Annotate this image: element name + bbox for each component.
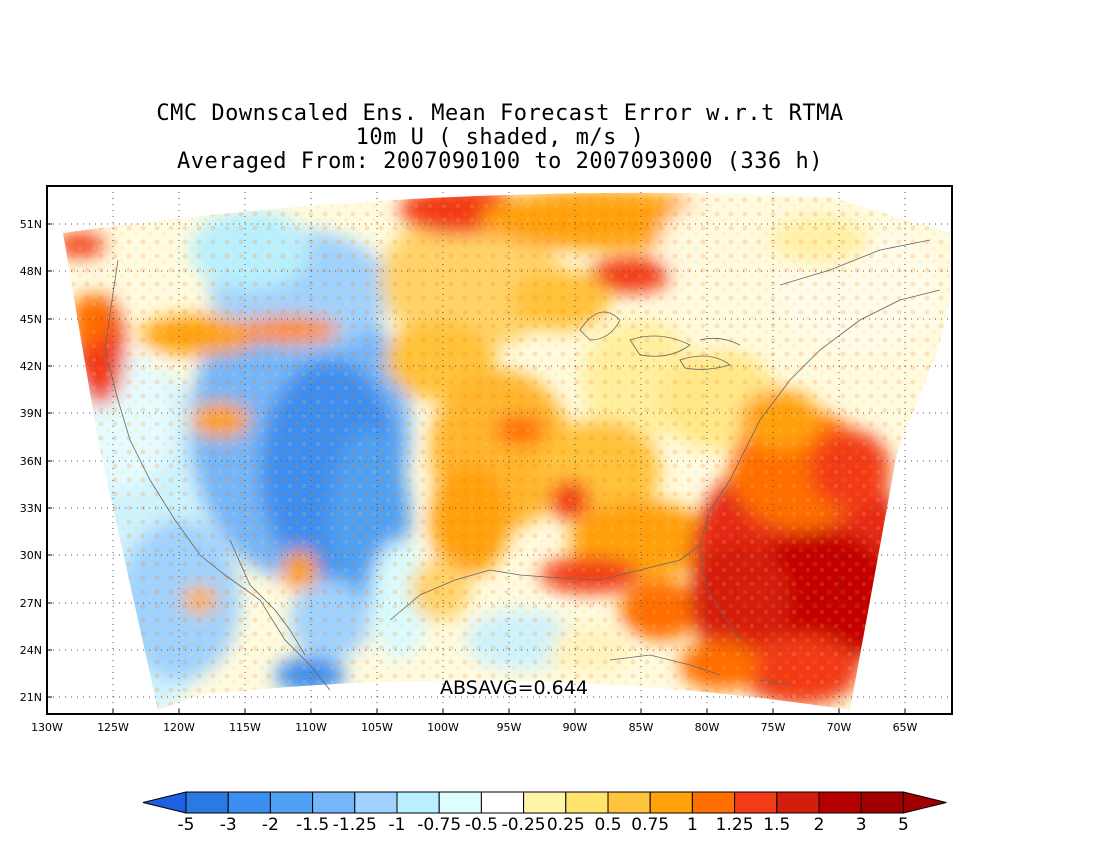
colorbar-label: 2 [814, 815, 825, 835]
colorbar-label: -1.25 [333, 815, 377, 835]
colorbar-label: -1.5 [296, 815, 329, 835]
colorbar-swatch [185, 791, 229, 814]
lat-lon-grid [47, 186, 952, 714]
map-frame [46, 185, 953, 715]
lon-label: 105W [361, 721, 393, 734]
colorbar-swatch [818, 791, 862, 814]
lat-label: 24N [20, 644, 42, 657]
colorbar-swatch [734, 791, 778, 814]
lon-label: 85W [629, 721, 654, 734]
colorbar-label: 0.75 [631, 815, 669, 835]
colorbar-label: -0.75 [417, 815, 461, 835]
colorbar-swatch [691, 791, 736, 814]
lat-label: 45N [20, 313, 42, 326]
colorbar-swatch [523, 791, 567, 814]
colorbar-swatch [227, 791, 271, 814]
colorbar-swatch [269, 791, 314, 814]
lon-label: 120W [163, 721, 195, 734]
colorbar-label: 1.25 [716, 815, 754, 835]
lat-label: 21N [20, 691, 42, 704]
colorbar-label: -1 [389, 815, 406, 835]
colorbar-label: -5 [178, 815, 195, 835]
lon-label: 110W [295, 721, 327, 734]
colorbar: -5 -3 -2 -1.5 -1.25 -1 -0.75 -0.5 -0.25 0.25 0.5 0.… [142, 791, 947, 835]
lat-label: 39N [20, 407, 42, 420]
colorbar-swatch [312, 791, 356, 814]
coastlines [104, 239, 941, 691]
lon-label: 115W [229, 721, 261, 734]
colorbar-label: -2 [262, 815, 279, 835]
colorbar-right-arrow [902, 791, 947, 814]
lat-label: 42N [20, 360, 42, 373]
colorbar-swatch [565, 791, 609, 814]
colorbar-label: 5 [898, 815, 909, 835]
colorbar-swatch [776, 791, 820, 814]
lon-label: 80W [695, 721, 720, 734]
colorbar-swatch [354, 791, 398, 814]
lon-label: 130W [31, 721, 63, 734]
lat-label: 33N [20, 502, 42, 515]
lat-label: 48N [20, 265, 42, 278]
colorbar-label: 1 [687, 815, 698, 835]
lon-label: 95W [497, 721, 522, 734]
colorbar-label: 0.5 [594, 815, 621, 835]
title-line-1: CMC Downscaled Ens. Mean Forecast Error … [156, 101, 844, 126]
absavg-annotation: ABSAVG=0.644 [440, 677, 588, 699]
lat-label: 27N [20, 597, 42, 610]
title-line-3: Averaged From: 2007090100 to 2007093000 … [176, 149, 824, 174]
latitude-labels: 51N 48N 45N 42N 39N 36N 33N 30N 27N 24N … [20, 218, 42, 704]
longitude-labels: 130W 125W 120W 115W 110W 105W 100W 95W 9… [31, 721, 917, 734]
colorbar-swatch [480, 791, 525, 814]
lat-label: 51N [20, 218, 42, 231]
axis-ticks [47, 223, 906, 714]
colorbar-left-arrow [142, 791, 187, 814]
title-line-2: 10m U ( shaded, m/s ) [355, 125, 645, 150]
lat-label: 30N [20, 549, 42, 562]
colorbar-swatch [860, 791, 904, 814]
colorbar-swatch [607, 791, 651, 814]
colorbar-swatch [396, 791, 440, 814]
lon-label: 100W [427, 721, 459, 734]
colorbar-label: 0.25 [547, 815, 585, 835]
lon-label: 65W [893, 721, 918, 734]
lon-label: 125W [97, 721, 129, 734]
colorbar-label: -0.25 [502, 815, 546, 835]
colorbar-swatch [438, 791, 482, 814]
lon-label: 90W [563, 721, 588, 734]
lon-label: 75W [761, 721, 786, 734]
colorbar-label: -0.5 [465, 815, 498, 835]
lat-label: 36N [20, 455, 42, 468]
colorbar-swatch [649, 791, 693, 814]
colorbar-label: 1.5 [763, 815, 790, 835]
colorbar-label: -3 [220, 815, 237, 835]
lon-label: 70W [827, 721, 852, 734]
colorbar-label: 3 [856, 815, 867, 835]
